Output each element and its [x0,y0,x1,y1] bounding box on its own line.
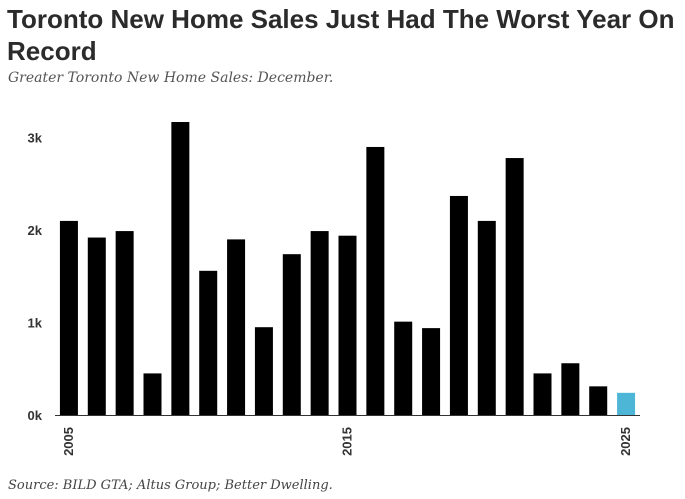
bar-2019 [449,195,468,415]
bar-2014 [310,231,329,415]
bar-2006 [87,237,106,415]
chart-source: Source: BILD GTA; Altus Group; Better Dw… [8,478,333,493]
bar-2015 [338,235,357,415]
chart-title: Toronto New Home Sales Just Had The Wors… [7,4,675,66]
y-tick-label: 2k [28,223,43,238]
x-tick-label: 2015 [340,427,355,456]
y-axis: 0k 1k 2k 3k [28,131,43,423]
bar-2024 [589,386,608,415]
bar-2016 [366,146,385,415]
bar-chart: 0k 1k 2k 3k 2005 2015 2025 [28,122,640,456]
bar-2005 [59,220,78,415]
bar-2007 [115,231,134,415]
bar-2023 [561,363,580,415]
bar-2025 [617,392,636,415]
bar-2022 [533,373,552,415]
bar-2008 [143,373,162,415]
x-axis: 2005 2015 2025 [61,427,633,456]
bar-2017 [394,321,413,415]
bar-2018 [422,328,441,415]
bar-2011 [227,239,246,415]
y-tick-label: 3k [28,131,43,146]
bars [59,122,636,416]
y-tick-label: 0k [28,408,43,423]
chart-subtitle: Greater Toronto New Home Sales: December… [8,70,334,86]
bar-2020 [477,220,496,415]
bar-2009 [171,122,190,416]
y-tick-label: 1k [28,316,43,331]
bar-2010 [199,270,218,415]
bar-2021 [505,158,524,415]
x-tick-label: 2005 [61,427,76,456]
bar-2012 [254,327,273,415]
bar-2013 [282,254,301,415]
x-tick-label: 2025 [618,427,633,456]
